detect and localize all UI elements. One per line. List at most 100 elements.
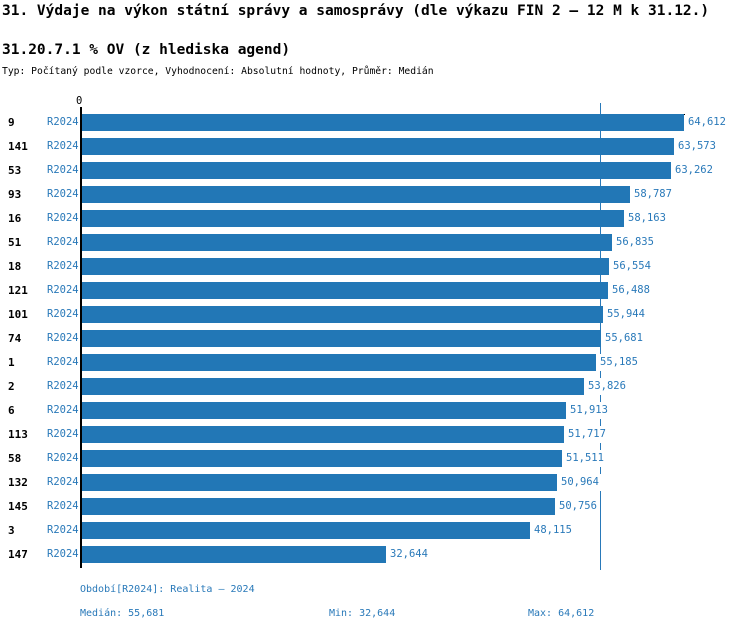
row-category-label: 101: [8, 308, 28, 321]
bar-value-label: 56,488: [610, 282, 652, 299]
row-category-label: 93: [8, 188, 22, 201]
bar-row: 121 R2024 56,488: [0, 282, 750, 299]
median-stat: Medián: 55,681: [80, 608, 165, 619]
row-category-label: 2: [8, 380, 15, 393]
row-category-label: 58: [8, 452, 22, 465]
bar-value-label: 50,964: [559, 474, 601, 491]
bar-value-label: 55,185: [598, 354, 640, 371]
bar-row: 9 R2024 64,612: [0, 114, 750, 131]
row-category-label: 53: [8, 164, 22, 177]
row-category-label: 74: [8, 332, 22, 345]
bar-value-label: 53,826: [586, 378, 628, 395]
report-title: 31. Výdaje na výkon státní správy a samo…: [2, 3, 710, 19]
period-legend: Období[R2024]: Realita – 2024: [80, 584, 255, 595]
bar-row: 16 R2024 58,163: [0, 210, 750, 227]
value-bar: [82, 546, 386, 563]
row-period-label: R2024: [47, 524, 79, 536]
value-bar: [82, 210, 624, 227]
row-period-label: R2024: [47, 236, 79, 248]
bar-value-label: 51,511: [564, 450, 606, 467]
bar-row: 3 R2024 48,115: [0, 522, 750, 539]
value-bar: [82, 378, 584, 395]
bar-value-label: 55,944: [605, 306, 647, 323]
value-bar: [82, 258, 609, 275]
value-bar: [82, 162, 671, 179]
row-period-label: R2024: [47, 140, 79, 152]
value-bar: [82, 522, 530, 539]
row-period-label: R2024: [47, 260, 79, 272]
row-category-label: 6: [8, 404, 15, 417]
row-category-label: 141: [8, 140, 28, 153]
row-category-label: 1: [8, 356, 15, 369]
value-bar: [82, 354, 596, 371]
bar-row: 147 R2024 32,644: [0, 546, 750, 563]
row-period-label: R2024: [47, 548, 79, 560]
bar-value-label: 63,573: [676, 138, 718, 155]
value-bar: [82, 426, 564, 443]
value-bar: [82, 186, 630, 203]
value-bar: [82, 138, 674, 155]
bar-value-label: 56,554: [611, 258, 653, 275]
row-period-label: R2024: [47, 116, 79, 128]
bar-value-label: 58,787: [632, 186, 674, 203]
value-bar: [82, 450, 562, 467]
row-period-label: R2024: [47, 500, 79, 512]
row-category-label: 132: [8, 476, 28, 489]
bar-row: 93 R2024 58,787: [0, 186, 750, 203]
bar-row: 74 R2024 55,681: [0, 330, 750, 347]
row-period-label: R2024: [47, 428, 79, 440]
value-bar: [82, 498, 555, 515]
max-stat: Max: 64,612: [528, 608, 595, 619]
row-period-label: R2024: [47, 188, 79, 200]
row-category-label: 18: [8, 260, 22, 273]
min-stat: Min: 32,644: [329, 608, 396, 619]
bar-row: 1 R2024 55,185: [0, 354, 750, 371]
bar-row: 51 R2024 56,835: [0, 234, 750, 251]
row-category-label: 121: [8, 284, 28, 297]
bar-row: 113 R2024 51,717: [0, 426, 750, 443]
bar-row: 141 R2024 63,573: [0, 138, 750, 155]
row-category-label: 145: [8, 500, 28, 513]
value-bar: [82, 114, 684, 131]
bar-value-label: 63,262: [673, 162, 715, 179]
bar-value-label: 50,756: [557, 498, 599, 515]
row-period-label: R2024: [47, 452, 79, 464]
row-period-label: R2024: [47, 308, 79, 320]
bar-row: 101 R2024 55,944: [0, 306, 750, 323]
bar-row: 58 R2024 51,511: [0, 450, 750, 467]
row-category-label: 3: [8, 524, 15, 537]
bar-value-label: 51,717: [566, 426, 608, 443]
value-bar: [82, 330, 601, 347]
calculation-meta-line: Typ: Počítaný podle vzorce, Vyhodnocení:…: [2, 66, 434, 77]
bar-value-label: 56,835: [614, 234, 656, 251]
row-period-label: R2024: [47, 164, 79, 176]
row-period-label: R2024: [47, 284, 79, 296]
bar-row: 6 R2024 51,913: [0, 402, 750, 419]
row-category-label: 16: [8, 212, 22, 225]
row-period-label: R2024: [47, 356, 79, 368]
row-category-label: 9: [8, 116, 15, 129]
row-category-label: 113: [8, 428, 28, 441]
row-period-label: R2024: [47, 404, 79, 416]
bar-row: 2 R2024 53,826: [0, 378, 750, 395]
bar-value-label: 55,681: [603, 330, 645, 347]
y-axis-line: [80, 107, 82, 568]
bar-row: 53 R2024 63,262: [0, 162, 750, 179]
row-period-label: R2024: [47, 212, 79, 224]
row-period-label: R2024: [47, 332, 79, 344]
bar-value-label: 58,163: [626, 210, 668, 227]
bar-row: 132 R2024 50,964: [0, 474, 750, 491]
value-bar: [82, 306, 603, 323]
bar-value-label: 32,644: [388, 546, 430, 563]
value-bar: [82, 402, 566, 419]
row-period-label: R2024: [47, 380, 79, 392]
value-bar: [82, 474, 557, 491]
bar-value-label: 64,612: [686, 114, 728, 131]
bar-value-label: 51,913: [568, 402, 610, 419]
value-bar: [82, 282, 608, 299]
value-bar: [82, 234, 612, 251]
bar-value-label: 48,115: [532, 522, 574, 539]
bar-row: 145 R2024 50,756: [0, 498, 750, 515]
indicator-subtitle: 31.20.7.1 % OV (z hlediska agend): [2, 42, 291, 58]
